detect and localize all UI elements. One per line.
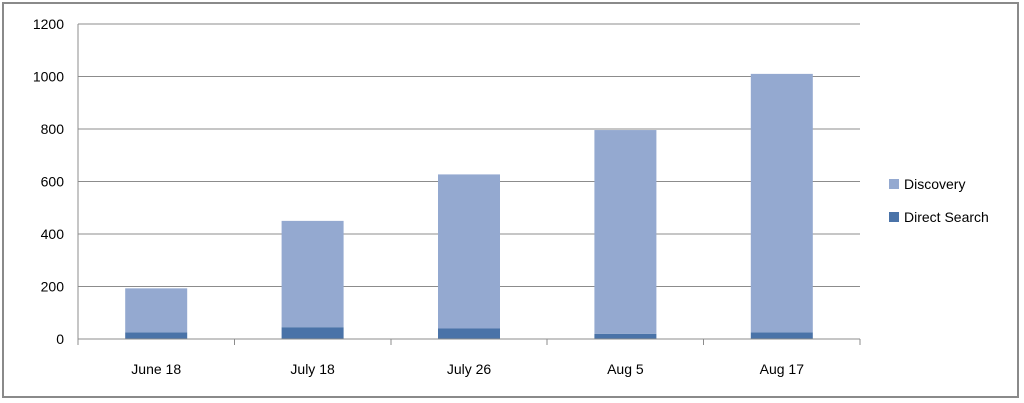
x-axis-labels: June 18 July 18 July 26 Aug 5 Aug 17 [131, 361, 804, 377]
bar-direct-search [281, 327, 344, 339]
x-tick-label: Aug 17 [760, 361, 805, 377]
x-tick-label: Aug 5 [607, 361, 644, 377]
bar-direct-search [438, 328, 500, 339]
bar-discovery [594, 130, 657, 334]
legend-label: Discovery [904, 176, 965, 192]
bar-discovery [750, 73, 813, 333]
bar-direct-search [594, 333, 657, 339]
legend-swatch [889, 179, 899, 189]
y-tick-label: 400 [41, 226, 65, 242]
y-tick-label: 600 [41, 174, 65, 190]
x-tick-label: July 26 [447, 361, 492, 377]
legend: Discovery Direct Search [889, 176, 989, 225]
y-tick-label: 1200 [33, 16, 64, 32]
bar-discovery [281, 220, 344, 328]
y-axis-ticks: 0 200 400 600 800 1000 1200 [33, 16, 64, 347]
x-tick-label: June 18 [131, 361, 181, 377]
bar-direct-search [750, 332, 813, 339]
y-tick-label: 200 [41, 279, 65, 295]
y-tick-label: 1000 [33, 69, 64, 85]
bar-direct-search [125, 332, 188, 339]
y-tick-label: 0 [56, 331, 64, 347]
gridlines [77, 23, 860, 339]
bar-discovery [438, 174, 500, 329]
legend-label: Direct Search [904, 209, 989, 225]
legend-swatch [889, 212, 899, 222]
y-tick-label: 800 [41, 121, 65, 137]
bars [125, 73, 813, 339]
x-tick-label: July 18 [290, 361, 335, 377]
x-axis [77, 338, 861, 345]
bar-discovery [125, 288, 188, 333]
